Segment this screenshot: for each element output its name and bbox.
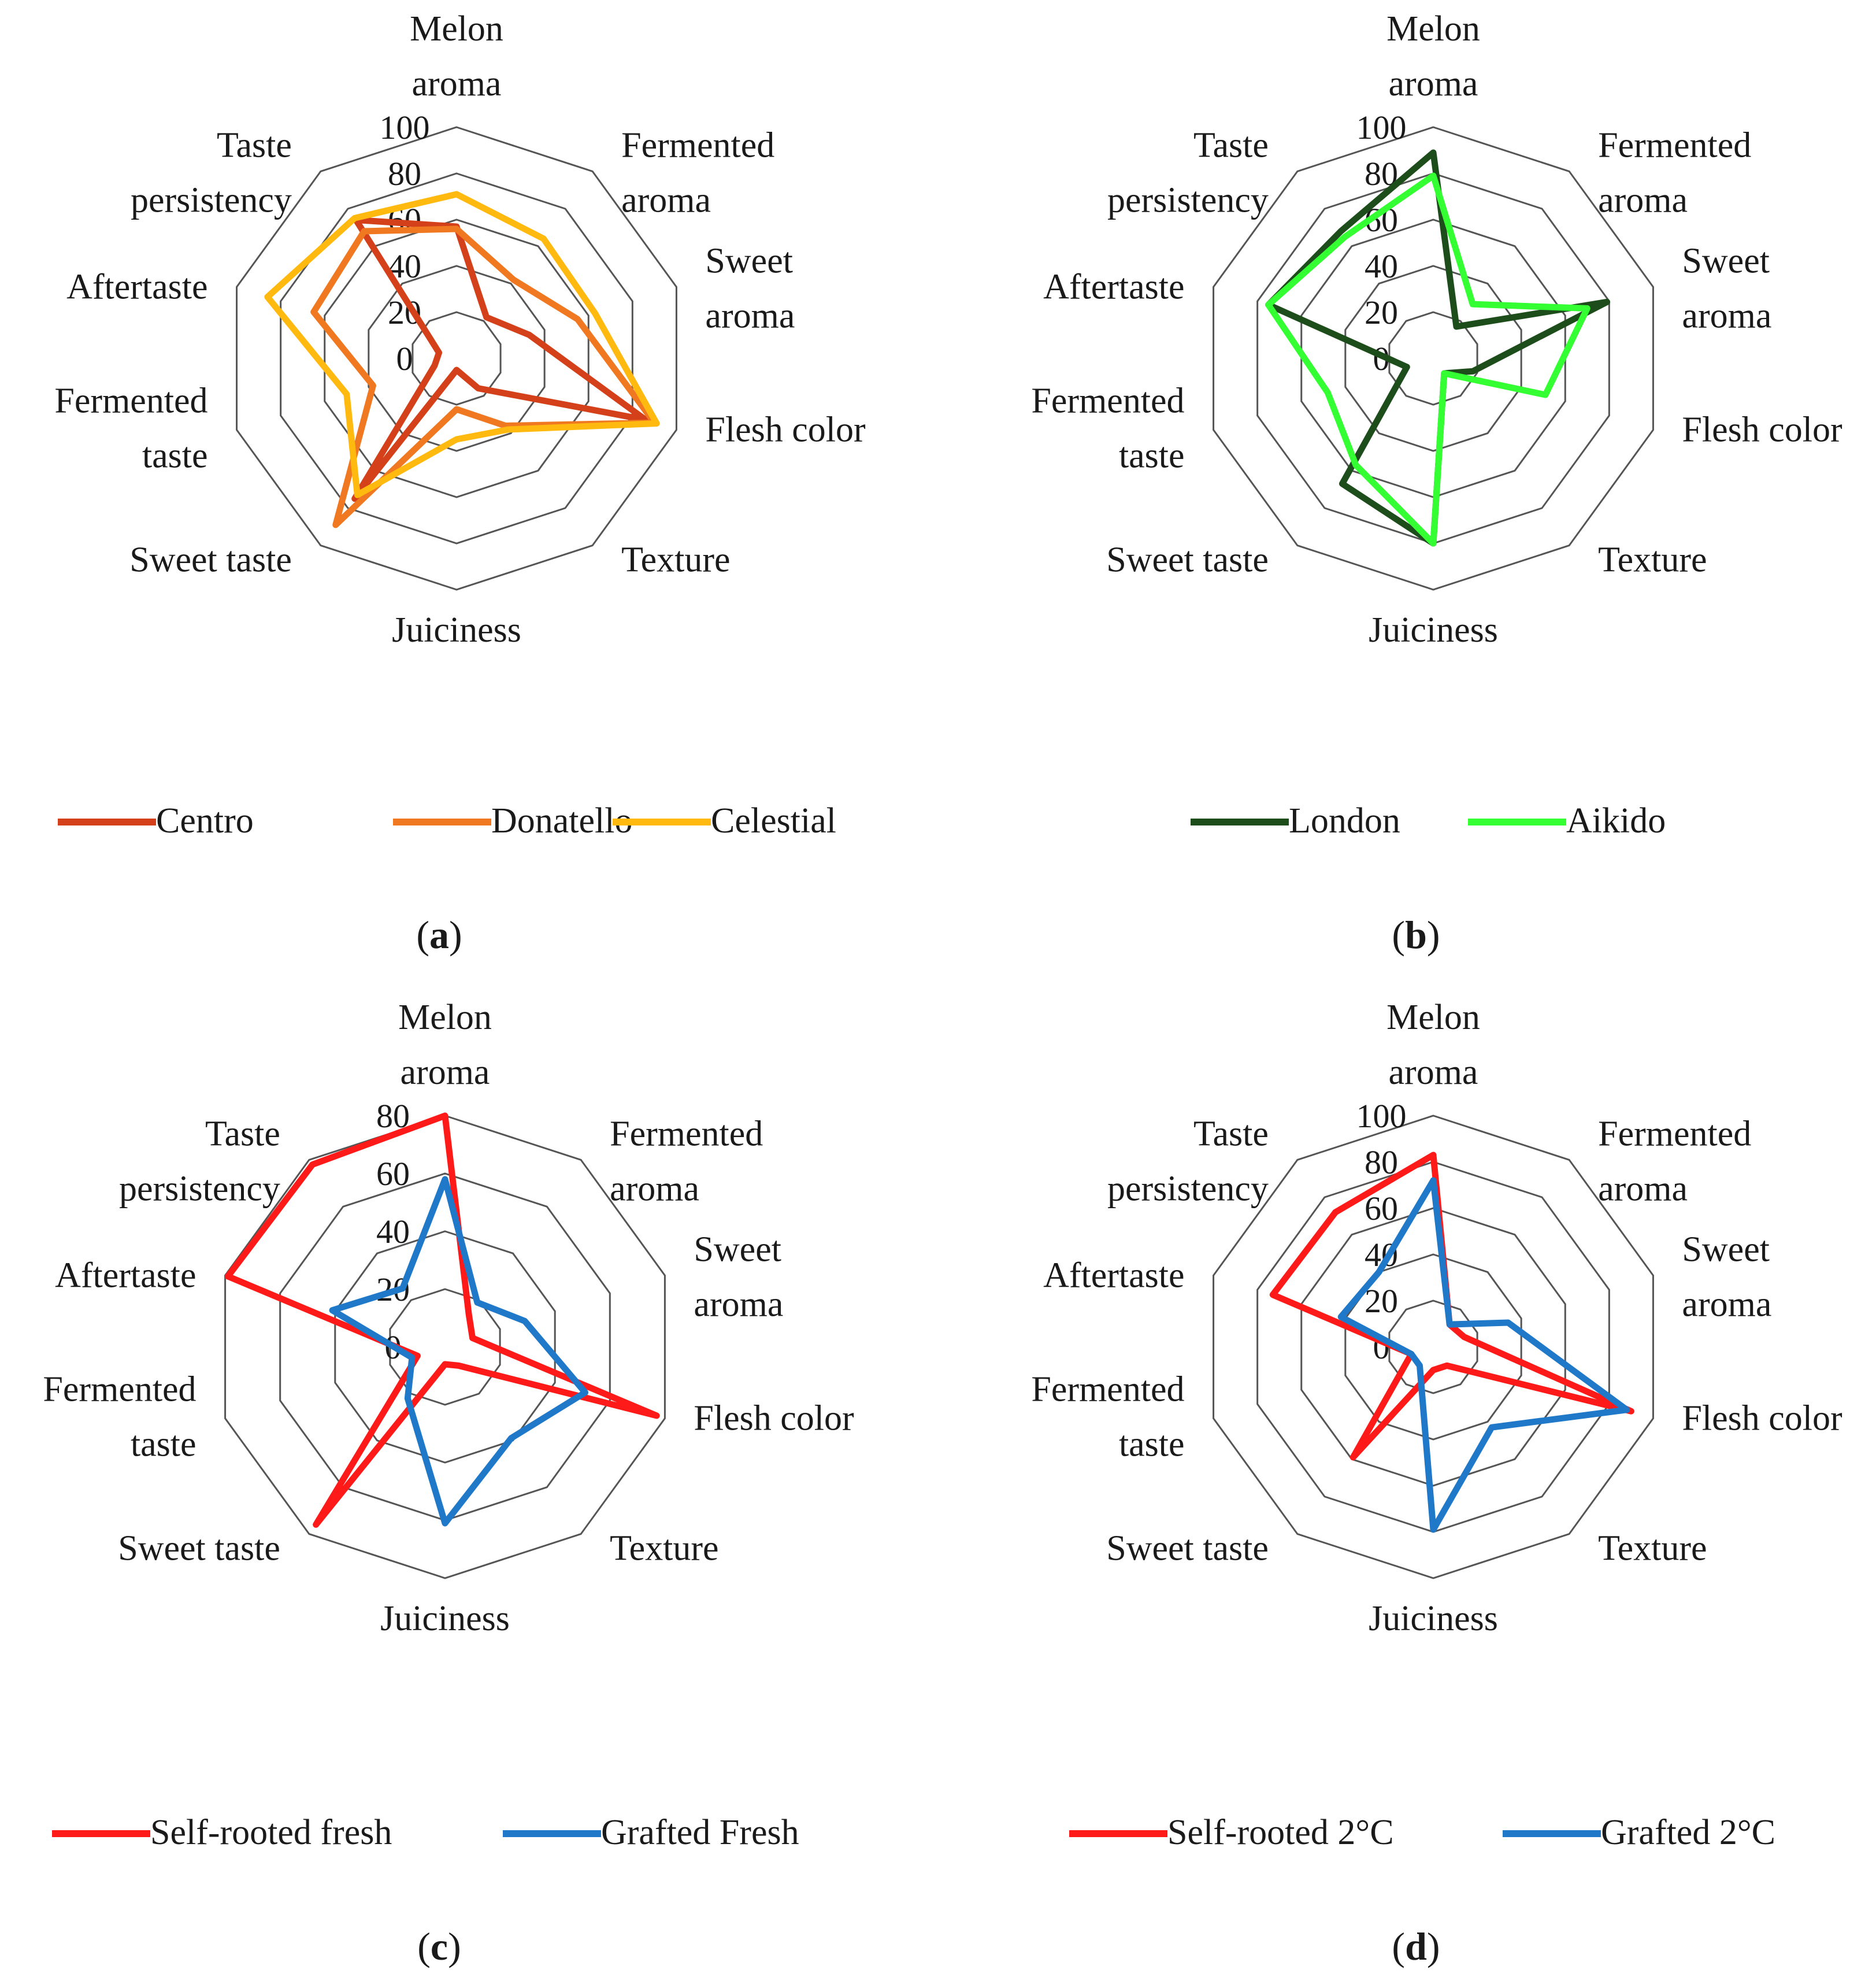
tick-label-80: 80	[388, 155, 421, 192]
legend-label-grafted-fresh: Grafted Fresh	[601, 1813, 799, 1852]
axis-label-aftertaste: Aftertaste	[66, 267, 207, 306]
tick-label-40: 40	[376, 1213, 410, 1250]
legend-label-london: London	[1289, 801, 1400, 841]
axis-label-fermented-aroma: Fermented aroma	[1598, 125, 1751, 220]
axis-label-sweet-aroma: Sweet aroma	[1682, 241, 1771, 335]
series-line-self-rooted-2c	[1269, 1152, 1634, 1461]
series-line-aikido	[1265, 172, 1590, 547]
axis-label-texture: Texture	[1598, 541, 1707, 580]
axis-label-fermented-taste: Fermented taste	[43, 1370, 196, 1464]
series-line-donatello	[310, 225, 658, 528]
grid-ring-60	[1300, 1207, 1566, 1487]
grid-ring-60	[324, 219, 590, 498]
panel-caption-b: (b)	[1392, 913, 1440, 957]
axis-label-sweet-aroma: Sweet aroma	[705, 241, 795, 335]
axis-label-fermented-taste: Fermented taste	[1031, 1370, 1184, 1464]
legend-label-celestial: Celestial	[711, 801, 836, 841]
axis-label-sweet-taste: Sweet taste	[1106, 541, 1269, 580]
grid-ring-20	[1388, 311, 1478, 406]
tick-label-60: 60	[1365, 1190, 1398, 1227]
tick-label-0: 0	[396, 340, 413, 377]
tick-label-80: 80	[1365, 1143, 1398, 1181]
series-line-centro	[351, 217, 649, 502]
axis-label-sweet-taste: Sweet taste	[1106, 1529, 1269, 1568]
axis-label-taste-persistency: Taste persistency	[119, 1114, 280, 1208]
legend-label-aikido: Aikido	[1566, 801, 1666, 841]
axis-label-fermented-aroma: Fermented aroma	[621, 125, 774, 220]
axis-label-melon-aroma: Melon aroma	[398, 998, 492, 1092]
panel-caption-a: (a)	[416, 913, 462, 957]
grid-ring-40	[334, 1230, 556, 1464]
grid-ring-80	[1256, 1161, 1610, 1533]
axis-label-fermented-taste: Fermented taste	[1031, 382, 1184, 476]
tick-label-100: 100	[380, 109, 430, 146]
panel-caption-d: (d)	[1392, 1924, 1440, 1968]
grid-ring-40	[1344, 265, 1522, 452]
panel-caption-c: (c)	[417, 1924, 461, 1968]
tick-label-40: 40	[1365, 247, 1398, 285]
axis-label-flesh-color: Flesh color	[694, 1399, 854, 1438]
legend-label-centro: Centro	[156, 801, 254, 841]
grid-ring-100	[236, 126, 677, 591]
series-line-self-rooted-fresh	[224, 1112, 660, 1528]
axis-label-sweet-taste: Sweet taste	[118, 1529, 280, 1568]
tick-label-100: 100	[1356, 109, 1407, 146]
axis-label-taste-persistency: Taste persistency	[1107, 125, 1269, 220]
tick-label-20: 20	[1365, 1282, 1398, 1320]
grid-ring-80	[1256, 172, 1610, 545]
grid-ring-100	[1213, 1115, 1654, 1579]
grid-ring-60	[1300, 219, 1566, 498]
axis-label-melon-aroma: Melon aroma	[1386, 9, 1480, 103]
axis-label-aftertaste: Aftertaste	[55, 1256, 196, 1295]
axis-label-flesh-color: Flesh color	[1682, 410, 1842, 450]
legend-label-self-rooted-fresh: Self-rooted fresh	[150, 1813, 392, 1852]
axis-label-aftertaste: Aftertaste	[1043, 1256, 1184, 1295]
axis-label-sweet-aroma: Sweet aroma	[1682, 1230, 1771, 1324]
grid-ring-100	[1213, 126, 1654, 591]
grid-ring-20	[411, 311, 502, 406]
legend-label-donatello: Donatello	[491, 801, 633, 841]
axis-label-juiciness: Juiciness	[1369, 1599, 1498, 1638]
legend-label-self-rooted-2c: Self-rooted 2°C	[1167, 1813, 1394, 1852]
axis-label-juiciness: Juiciness	[380, 1599, 510, 1638]
tick-label-100: 100	[1356, 1097, 1407, 1135]
axis-label-juiciness: Juiciness	[392, 610, 521, 650]
axis-label-fermented-taste: Fermented taste	[54, 382, 207, 476]
axis-label-flesh-color: Flesh color	[1682, 1399, 1842, 1438]
tick-label-20: 20	[1365, 294, 1398, 331]
series-line-grafted-2c	[1337, 1177, 1630, 1533]
grid-ring-80	[224, 1115, 666, 1579]
axis-label-sweet-taste: Sweet taste	[129, 541, 292, 580]
axis-label-melon-aroma: Melon aroma	[1386, 998, 1480, 1092]
tick-label-60: 60	[376, 1155, 410, 1193]
legend-label-grafted-2c: Grafted 2°C	[1601, 1813, 1775, 1852]
axis-label-texture: Texture	[610, 1529, 718, 1568]
axis-label-fermented-aroma: Fermented aroma	[1598, 1114, 1751, 1208]
axis-label-aftertaste: Aftertaste	[1043, 267, 1184, 306]
grid-ring-20	[389, 1288, 501, 1406]
axis-label-sweet-aroma: Sweet aroma	[694, 1230, 783, 1324]
axis-label-taste-persistency: Taste persistency	[131, 125, 292, 220]
axis-label-texture: Texture	[621, 541, 730, 580]
axis-label-flesh-color: Flesh color	[705, 410, 866, 450]
axis-label-fermented-aroma: Fermented aroma	[610, 1114, 763, 1208]
axis-label-melon-aroma: Melon aroma	[410, 9, 503, 103]
grid-ring-40	[368, 265, 546, 452]
axis-label-taste-persistency: Taste persistency	[1107, 1114, 1269, 1208]
axis-label-juiciness: Juiciness	[1369, 610, 1498, 650]
axis-label-texture: Texture	[1598, 1529, 1707, 1568]
grid-ring-60	[279, 1172, 611, 1521]
series-line-celestial	[264, 191, 660, 498]
series-line-grafted-fresh	[329, 1176, 589, 1527]
grid-ring-80	[280, 172, 633, 545]
